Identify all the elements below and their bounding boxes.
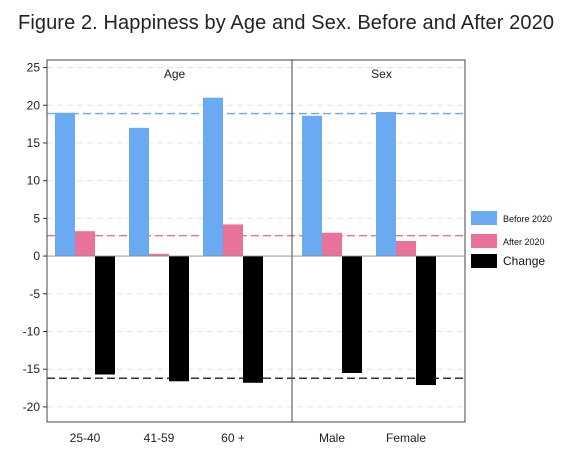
y-tick-label: -15	[23, 362, 41, 376]
bar-after-2020	[396, 241, 416, 257]
axes: 25 20 15 10 5 0 -5 -10 -15 -20 Age Sex 25-40 41-59 60 …	[23, 59, 466, 445]
bar-before-2020	[129, 127, 149, 257]
bar-change	[169, 256, 189, 382]
y-tick-label: 10	[27, 174, 41, 188]
x-tick-label: 60 +	[221, 431, 245, 445]
x-tick-label: 25-40	[70, 431, 101, 445]
legend-swatch	[471, 211, 497, 225]
bar-change	[416, 256, 436, 386]
bar-after-2020	[223, 224, 243, 257]
y-tick-label: 5	[33, 211, 40, 225]
x-tick-label: 41-59	[144, 431, 175, 445]
y-tick-label: 15	[27, 136, 41, 150]
bars	[55, 97, 436, 386]
y-tick-label: -10	[23, 325, 41, 339]
bar-before-2020	[302, 115, 322, 257]
legend-label: After 2020	[503, 237, 545, 247]
bar-change	[243, 256, 263, 383]
x-tick-label: Female	[386, 431, 426, 445]
legend-label: Before 2020	[503, 214, 552, 224]
legend-swatch	[471, 234, 497, 248]
y-tick-label: 0	[33, 249, 40, 263]
chart-title: Figure 2. Happiness by Age and Sex. Befo…	[18, 12, 555, 34]
y-tick-label: 20	[27, 98, 41, 112]
bar-change	[95, 256, 115, 375]
bar-after-2020	[75, 231, 95, 257]
bar-after-2020	[149, 253, 169, 257]
x-tick-label: Male	[319, 431, 345, 445]
bar-change	[342, 256, 362, 373]
bar-before-2020	[55, 112, 75, 257]
panel-label: Sex	[371, 67, 392, 81]
panel-label: Age	[164, 67, 186, 81]
y-tick-label: -5	[29, 287, 40, 301]
y-tick-label: -20	[23, 400, 41, 414]
legend-swatch	[471, 254, 497, 268]
legend: Before 2020 After 2020 Change	[471, 211, 552, 268]
legend-label: Change	[503, 254, 545, 268]
bar-after-2020	[322, 232, 342, 257]
bar-before-2020	[376, 112, 396, 257]
bar-before-2020	[203, 97, 223, 257]
y-tick-label: 25	[27, 61, 41, 75]
plot-frame	[46, 59, 466, 423]
